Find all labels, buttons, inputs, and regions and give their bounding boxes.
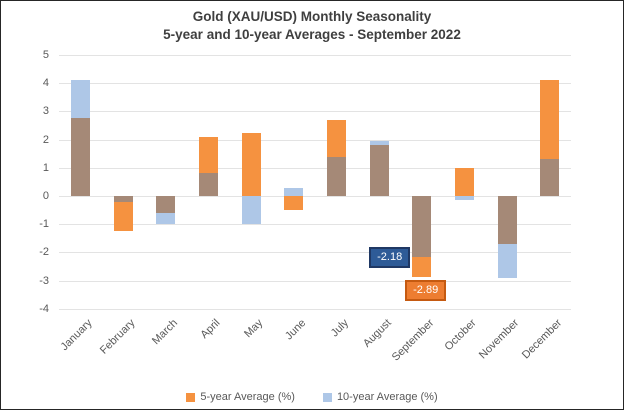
bar-segment-november-overlap [497, 196, 517, 244]
bar-segment-november-10-year [497, 243, 517, 278]
gridline [59, 280, 571, 282]
y-axis-tick-label: 0 [42, 190, 49, 202]
chart-title: Gold (XAU/USD) Monthly Seasonality 5-yea… [1, 8, 623, 44]
bar-segment-july-overlap [326, 156, 346, 196]
bar-segment-april-5-year [198, 136, 218, 174]
bar-segment-february-5-year [113, 201, 133, 232]
legend-item-5yr: 5-year Average (%) [186, 391, 295, 403]
y-axis-tick-label: 2 [42, 133, 49, 146]
gridline [59, 167, 571, 169]
bar-segment-june-10-year [284, 187, 304, 196]
bar-segment-february-overlap [113, 196, 133, 202]
gridline [59, 196, 571, 197]
y-axis-tick-label: -2 [39, 246, 49, 259]
gridline [59, 252, 571, 254]
data-label-10yr: -2.18 [369, 246, 411, 268]
legend-label-10yr: 10-year Average (%) [336, 391, 438, 403]
bar-segment-january-overlap [70, 118, 90, 196]
x-axis-label-december: December [519, 316, 565, 362]
gridline [59, 139, 571, 141]
x-axis-label-june: June [282, 316, 309, 343]
legend-item-10yr: 10-year Average (%) [322, 391, 438, 403]
x-axis-label-march: March [150, 316, 181, 347]
bar-segment-march-overlap [156, 196, 176, 213]
chart-title-line1: Gold (XAU/USD) Monthly Seasonality [192, 9, 432, 24]
y-axis-tick-label: 4 [42, 77, 49, 90]
bar-segment-october-5-year [454, 167, 474, 196]
chart-title-line2: 5-year and 10-year Averages - September … [163, 27, 461, 42]
y-axis-tick-label: -4 [39, 302, 49, 315]
legend-swatch-10yr-icon [322, 392, 332, 402]
y-axis-tick-label: -3 [39, 274, 49, 287]
bar-segment-april-overlap [198, 173, 218, 196]
x-axis-label-january: January [58, 316, 95, 353]
bar-segment-december-overlap [540, 159, 560, 196]
y-axis-tick-label: 3 [42, 105, 49, 118]
gridline [59, 83, 571, 85]
gridline [59, 111, 571, 113]
bar-segment-september-5-year [412, 257, 432, 278]
x-axis-label-july: July [328, 316, 351, 340]
legend-swatch-5yr-icon [186, 392, 196, 402]
gridline [59, 308, 571, 310]
x-axis-label-september: September [389, 316, 437, 364]
bar-segment-august-10-year [369, 141, 389, 146]
x-axis-label-february: February [97, 316, 138, 357]
gridline [59, 55, 571, 56]
y-axis-tick-label: -1 [39, 218, 49, 231]
bar-segment-january-10-year [70, 80, 90, 119]
bar-segment-october-10-year [454, 196, 474, 201]
bar-segment-may-5-year [241, 132, 261, 196]
x-axis-label-april: April [198, 316, 223, 341]
bar-segment-august-overlap [369, 145, 389, 196]
y-axis-tick-label: 5 [42, 49, 49, 61]
bar-segment-may-10-year [241, 196, 261, 225]
x-axis-label-august: August [360, 316, 394, 350]
bar-segment-september-overlap [412, 196, 432, 258]
x-axis-label-may: May [242, 316, 266, 340]
y-axis-tick-label: 1 [42, 161, 49, 174]
x-axis-label-october: October [442, 316, 479, 353]
gridline [59, 224, 571, 226]
x-axis-label-november: November [477, 316, 522, 362]
data-label-5yr: -2.89 [405, 280, 447, 302]
bar-segment-july-5-year [326, 119, 346, 157]
bar-segment-june-5-year [284, 196, 304, 211]
bar-segment-march-10-year [156, 212, 176, 225]
legend: 5-year Average (%) 10-year Average (%) [1, 391, 623, 403]
legend-label-5yr: 5-year Average (%) [200, 391, 295, 403]
bar-segment-december-5-year [540, 79, 560, 160]
